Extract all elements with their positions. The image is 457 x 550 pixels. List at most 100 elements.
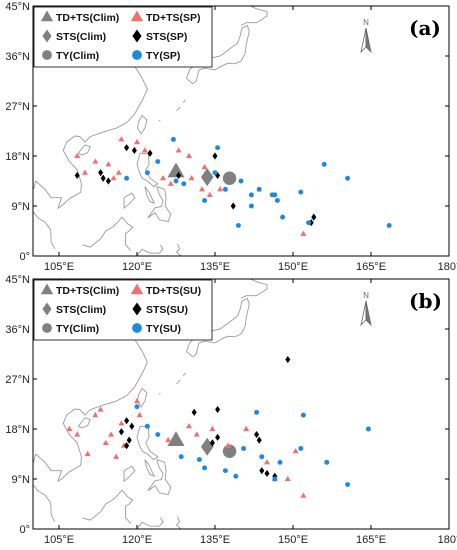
y-tick-label: 27°N (5, 101, 30, 113)
triangle-point-td+tssu (118, 420, 125, 426)
data-points (74, 136, 392, 236)
x-tick-label: 135°E (200, 534, 230, 546)
circle-point-tysu (155, 432, 161, 438)
triangle-point-td+tssp (217, 186, 224, 192)
y-tick-label: 36°N (5, 324, 30, 336)
legend: TD+TS(Clim) TD+TS(SU) STS(Clim) STS(SU) TY(C… (33, 279, 213, 341)
circle-point-tyclim (222, 171, 237, 185)
legend-diamond-icon (132, 302, 142, 316)
legend-triangle-icon (130, 10, 144, 22)
coastline (144, 186, 156, 205)
coastline (185, 297, 250, 358)
north-arrow-right-half (365, 27, 372, 54)
triangle-point-td+tssp (105, 161, 112, 167)
coastline (77, 144, 91, 156)
x-tick-label: 165°E (356, 534, 386, 546)
diamond-point-stssu (129, 422, 135, 430)
legend-label: STS(Clim) (56, 304, 106, 316)
map-frame (32, 278, 450, 530)
triangle-point-td+tsclim (167, 162, 185, 178)
circle-point-tysu (202, 465, 208, 471)
coastline (240, 279, 268, 299)
y-tick-label: 45°N (5, 274, 30, 286)
triangle-point-td+tssp (115, 169, 122, 175)
y-tick-label: 27°N (5, 374, 30, 386)
coastline (33, 453, 56, 523)
circle-point-tysp (298, 189, 304, 195)
panel-label: (a) (409, 16, 441, 40)
triangle-point-td+tssp (206, 191, 213, 197)
coastline (136, 425, 159, 461)
circle-point-tysu (134, 404, 140, 410)
triangle-point-td+tssp (188, 175, 195, 181)
diamond-point-stssu (118, 428, 124, 436)
circle-point-tysp (248, 203, 254, 209)
coastline (82, 489, 134, 524)
triangle-point-td+tssu (107, 431, 115, 437)
diamond-point-stssp (98, 169, 104, 177)
triangle-point-td+tssu (185, 423, 193, 429)
north-arrow-icon: N (360, 291, 372, 327)
diamond-point-stssu (124, 417, 130, 425)
triangle-point-td+tssp (74, 152, 81, 159)
circle-point-tysu (233, 473, 239, 479)
circle-point-tysp (170, 136, 176, 142)
x-tick-label: 150°E (278, 261, 308, 273)
diamond-point-stssp (131, 146, 137, 155)
circle-point-tysu (178, 454, 184, 460)
circle-point-tysp (386, 222, 392, 228)
diamond-point-stssu (215, 405, 221, 414)
legend-label: TD+TS(Clim) (56, 285, 119, 297)
circle-point-tysu (277, 459, 283, 465)
diamond-point-stssp (215, 171, 221, 180)
legend-label: TD+TS(Clim) (56, 12, 119, 24)
triangle-point-td+tssu (224, 442, 232, 448)
triangle-point-td+tssp (300, 230, 307, 236)
diamond-point-stssu (256, 436, 262, 444)
legend-label: TY(SP) (146, 50, 180, 62)
triangle-point-td+tssu (92, 411, 99, 418)
coastline (176, 106, 181, 112)
y-tick-label: 18°N (5, 151, 30, 163)
legend-diamond-icon (42, 302, 52, 316)
diamond-point-stssp (147, 149, 153, 157)
x-tick-label: 105°E (44, 534, 74, 546)
legend-label: TY(Clim) (56, 50, 99, 62)
north-label: N (363, 291, 369, 300)
triangle-point-td+tssu (193, 431, 200, 437)
coastline (176, 379, 181, 385)
triangle-point-td+tssp (110, 175, 117, 181)
circle-point-tysp (144, 170, 150, 176)
triangle-point-td+tssu (133, 398, 141, 404)
triangle-point-td+tssu (136, 411, 143, 418)
x-tick-label: 165°E (356, 261, 386, 273)
coastline (144, 459, 156, 478)
y-tick-label: 0° (19, 524, 30, 536)
circle-point-tysp (235, 222, 241, 228)
legend-diamond-icon (42, 29, 52, 43)
coastline (158, 119, 161, 122)
circle-point-tysp (256, 186, 262, 192)
diamond-point-stssu (259, 467, 265, 475)
triangle-point-td+tssp (141, 147, 148, 153)
circle-point-tysp (248, 192, 254, 198)
coastline (182, 372, 186, 376)
triangle-point-td+tssu (66, 425, 73, 432)
diamond-point-stssu (285, 355, 291, 364)
circle-point-tysp (280, 214, 286, 220)
legend-circle-icon (132, 50, 142, 60)
x-tick-label: 120°E (122, 534, 152, 546)
coastline (137, 388, 148, 408)
x-tick-label: 135°E (200, 261, 230, 273)
triangle-point-td+tssp (133, 138, 141, 145)
map-panel-b: 105°E 120°E 135°E 150°E 165°E 180° 0° 9°N 18°N 27… (5, 274, 457, 546)
circle-point-tysu (365, 426, 371, 432)
triangle-point-td+tssu (292, 448, 299, 454)
circle-point-tysu (196, 457, 202, 463)
triangle-point-td+tssu (243, 425, 250, 432)
triangle-point-td+tssu (113, 453, 120, 459)
data-points (66, 355, 371, 498)
triangle-point-td+tssp (198, 186, 206, 192)
legend-label: TD+TS(SP) (146, 12, 201, 24)
